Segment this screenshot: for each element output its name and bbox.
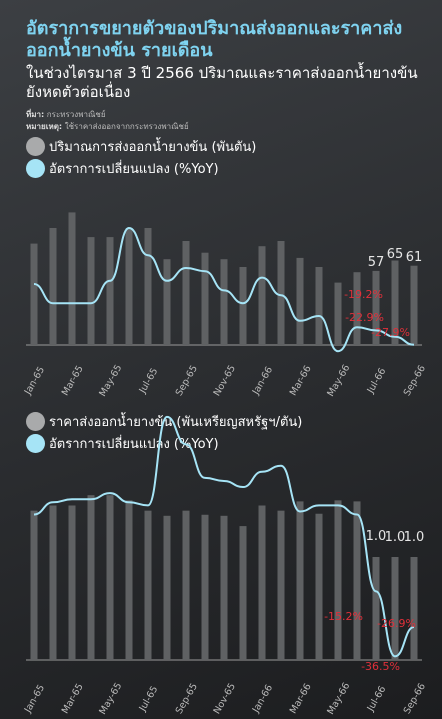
chart-title: อัตราการขยายตัวของปริมาณส่งออกและราคาส่ง… xyxy=(26,18,403,61)
bar-data-label: 1.0 xyxy=(404,530,425,545)
footnote: หมายเหตุ: ใช้ราคาส่งออกจากกระทรวงพาณิชย์ xyxy=(26,120,189,133)
yoy-data-label: -27.9% xyxy=(371,326,410,339)
note-text: ใช้ราคาส่งออกจากกระทรวงพาณิชย์ xyxy=(64,122,189,131)
bar-data-label: 1.0 xyxy=(366,529,387,544)
bar-Jul-65 xyxy=(144,228,152,345)
bar-Aug-66 xyxy=(391,557,399,660)
bar-Jun-66 xyxy=(353,272,361,345)
bar-Nov-65 xyxy=(220,515,228,660)
x-tick-label: Sep-66 xyxy=(402,682,428,716)
legend-bottom: ราคาส่งออกน้ำยางข้น (พันเหรียญสหรัฐฯ/ตัน… xyxy=(26,410,302,454)
legend-label-yoy-2: อัตราการเปลี่ยนแปลง (%YoY) xyxy=(49,436,219,452)
bar-Aug-65 xyxy=(163,515,171,660)
bar-Mar-65 xyxy=(68,212,76,345)
legend-item-volume: ปริมาณการส่งออกน้ำยางข้น (พันตัน) xyxy=(26,135,256,157)
bar-Apr-65 xyxy=(87,495,95,660)
legend-item-price: ราคาส่งออกน้ำยางข้น (พันเหรียญสหรัฐฯ/ตัน… xyxy=(26,410,302,432)
x-tick-label: Jan-65 xyxy=(22,683,47,715)
legend-label-price: ราคาส่งออกน้ำยางข้น (พันเหรียญสหรัฐฯ/ตัน… xyxy=(49,414,303,430)
bar-Jul-66 xyxy=(372,557,380,660)
source-note: ที่มา: กระทรวงพาณิชย์ xyxy=(26,108,106,121)
gray-circle-icon xyxy=(26,411,45,431)
bar-Jun-65 xyxy=(125,500,133,660)
bar-May-65 xyxy=(106,237,114,345)
x-tick-label: Nov-65 xyxy=(212,681,238,716)
x-tick-label: May-65 xyxy=(97,681,124,717)
source-text: กระทรวงพาณิชย์ xyxy=(46,110,106,119)
x-tick-label: Mar-65 xyxy=(60,682,86,716)
bar-Jan-66 xyxy=(258,505,266,660)
legend-label-volume: ปริมาณการส่งออกน้ำยางข้น (พันตัน) xyxy=(49,139,257,155)
yoy-data-label: -26.9% xyxy=(377,617,416,630)
bar-Feb-66 xyxy=(277,510,285,660)
bar-May-66 xyxy=(334,282,342,345)
bar-Mar-65 xyxy=(68,505,76,660)
source-label: ที่มา: xyxy=(26,110,45,119)
blue-circle-icon xyxy=(26,158,45,178)
bar-Nov-65 xyxy=(220,259,228,345)
yoy-line xyxy=(33,415,415,658)
x-tick-label: Jul-66 xyxy=(365,684,389,714)
bar-Aug-66 xyxy=(391,260,399,345)
bar-May-65 xyxy=(106,495,114,660)
x-tick-label: May-66 xyxy=(325,681,352,717)
yoy-data-label: -22.9% xyxy=(345,311,384,324)
bar-data-label: 57 xyxy=(368,255,385,270)
bar-Oct-65 xyxy=(201,514,209,660)
bar-Oct-65 xyxy=(201,252,209,345)
legend-top: ปริมาณการส่งออกน้ำยางข้น (พันตัน) อัตราก… xyxy=(26,135,256,179)
legend-label-yoy: อัตราการเปลี่ยนแปลง (%YoY) xyxy=(49,161,219,177)
bar-Apr-66 xyxy=(315,267,323,345)
bar-Sep-66 xyxy=(410,557,418,660)
note-label: หมายเหตุ: xyxy=(26,122,63,131)
bar-Jan-65 xyxy=(30,510,38,660)
bar-Jul-66 xyxy=(372,270,380,345)
bar-Dec-65 xyxy=(239,267,247,345)
bar-Jan-66 xyxy=(258,246,266,345)
bar-Feb-65 xyxy=(49,228,57,345)
bar-Sep-65 xyxy=(182,510,190,660)
bar-Feb-65 xyxy=(49,505,57,660)
bar-Dec-65 xyxy=(239,526,247,660)
bar-data-label: 61 xyxy=(406,250,423,265)
bar-May-66 xyxy=(334,500,342,660)
bar-Mar-66 xyxy=(296,257,304,345)
bar-Sep-65 xyxy=(182,241,190,345)
yoy-line xyxy=(33,226,415,353)
bar-Jul-65 xyxy=(144,510,152,660)
x-tick-label: Jul-65 xyxy=(137,684,161,714)
bar-data-label: 65 xyxy=(387,247,404,262)
yoy-data-label: -19.2% xyxy=(344,288,383,301)
gray-circle-icon xyxy=(26,136,45,156)
bar-Apr-65 xyxy=(87,237,95,345)
legend-item-yoy-2: อัตราการเปลี่ยนแปลง (%YoY) xyxy=(26,432,302,454)
bar-Aug-65 xyxy=(163,259,171,345)
legend-item-yoy: อัตราการเปลี่ยนแปลง (%YoY) xyxy=(26,157,256,179)
yoy-data-label: -36.5% xyxy=(361,660,400,673)
bar-Jun-65 xyxy=(125,228,133,345)
yoy-data-label: -15.2% xyxy=(324,610,363,623)
bar-Apr-66 xyxy=(315,513,323,660)
bar-Feb-66 xyxy=(277,241,285,345)
x-tick-label: Mar-66 xyxy=(288,682,314,716)
x-tick-label: Sep-65 xyxy=(174,682,200,716)
blue-circle-icon xyxy=(26,433,45,453)
bar-Mar-66 xyxy=(296,501,304,660)
bar-data-label: 1.0 xyxy=(385,530,406,545)
x-tick-label: Jan-66 xyxy=(250,683,275,715)
bar-Sep-66 xyxy=(410,265,418,345)
bar-Jan-65 xyxy=(30,243,38,345)
chart-subtitle: ในช่วงไตรมาส 3 ปี 2566 ปริมาณและราคาส่งอ… xyxy=(26,64,418,101)
bar-Jun-66 xyxy=(353,501,361,660)
